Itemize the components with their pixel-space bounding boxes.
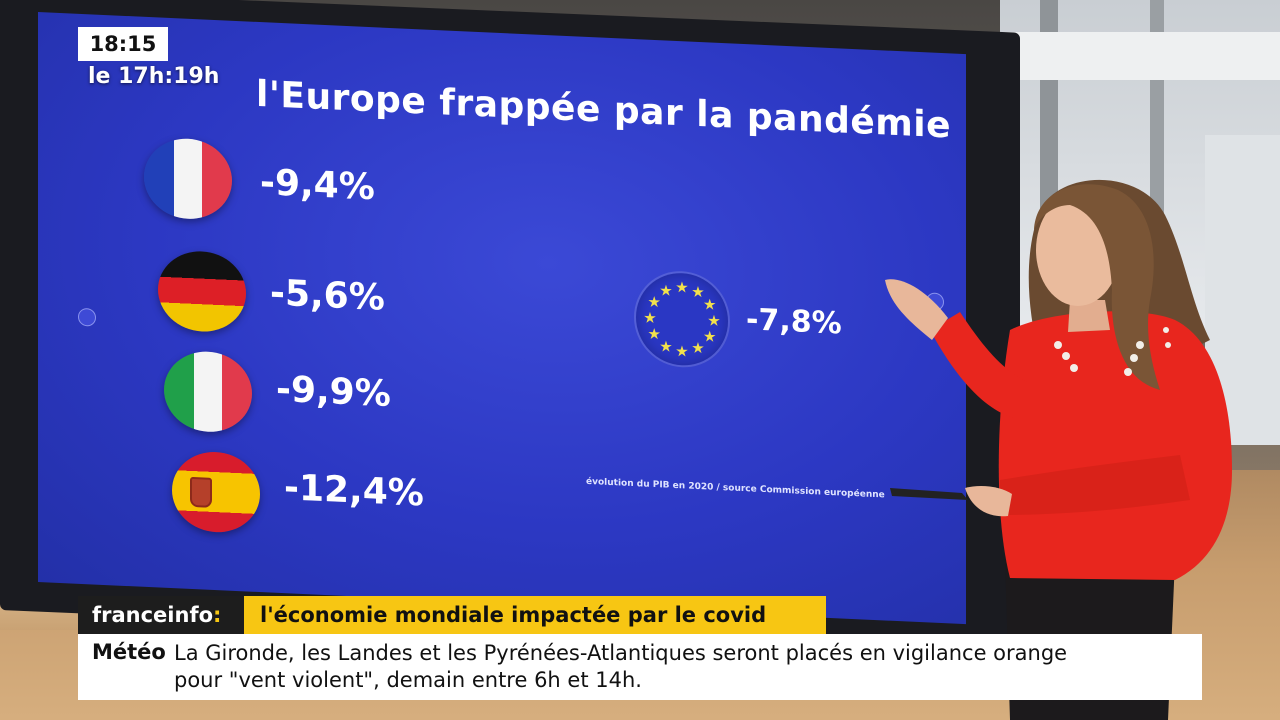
eu-star-icon: ★ [647, 324, 661, 344]
eu-star-icon: ★ [675, 341, 689, 361]
news-ticker: Météo La Gironde, les Landes et les Pyré… [78, 634, 1202, 700]
side-screen [1205, 135, 1280, 445]
eu-star-icon: ★ [643, 308, 657, 328]
france-flag-icon [144, 136, 232, 221]
ceiling-panel [975, 32, 1280, 80]
eu-star-icon: ★ [675, 277, 689, 297]
channel-name: franceinfo [92, 603, 214, 627]
eu-star-icon: ★ [659, 281, 673, 301]
france-value: -9,4% [260, 162, 375, 209]
italy-flag-icon [164, 349, 252, 434]
video-wall-screen: l'Europe frappée par la pandémie -9,4% -… [38, 12, 966, 625]
screen-side-button-icon[interactable] [926, 292, 944, 312]
germany-flag-icon [158, 249, 246, 334]
eu-flag-icon: ★ ★ ★ ★ ★ ★ ★ ★ ★ ★ ★ ★ [636, 271, 728, 368]
eu-star-icon: ★ [691, 338, 705, 357]
eu-star-icon: ★ [702, 295, 717, 314]
eu-value: -7,8% [746, 302, 842, 342]
screen-side-button-icon[interactable] [78, 307, 96, 327]
ticker-line-2: pour "vent violent", demain entre 6h et … [174, 668, 642, 692]
headline-banner: l'économie mondiale impactée par le covi… [244, 596, 826, 634]
spain-flag-icon [172, 450, 260, 535]
channel-colon: : [213, 603, 222, 627]
ticker-label: Météo [92, 640, 166, 664]
recording-time: le 17h:19h [88, 64, 220, 89]
ticker-line-1: La Gironde, les Landes et les Pyrénées-A… [174, 641, 1068, 665]
ticker-text: La Gironde, les Landes et les Pyrénées-A… [174, 640, 1184, 694]
source-note: évolution du PIB en 2020 / source Commis… [586, 476, 885, 501]
live-clock: 18:15 [78, 27, 168, 61]
screen-title: l'Europe frappée par la pandémie [256, 73, 952, 147]
germany-value: -5,6% [270, 272, 385, 319]
spain-value: -12,4% [284, 467, 424, 515]
italy-value: -9,9% [276, 368, 391, 416]
spain-coat-of-arms-icon [190, 476, 212, 508]
channel-logo: franceinfo: [78, 596, 244, 634]
